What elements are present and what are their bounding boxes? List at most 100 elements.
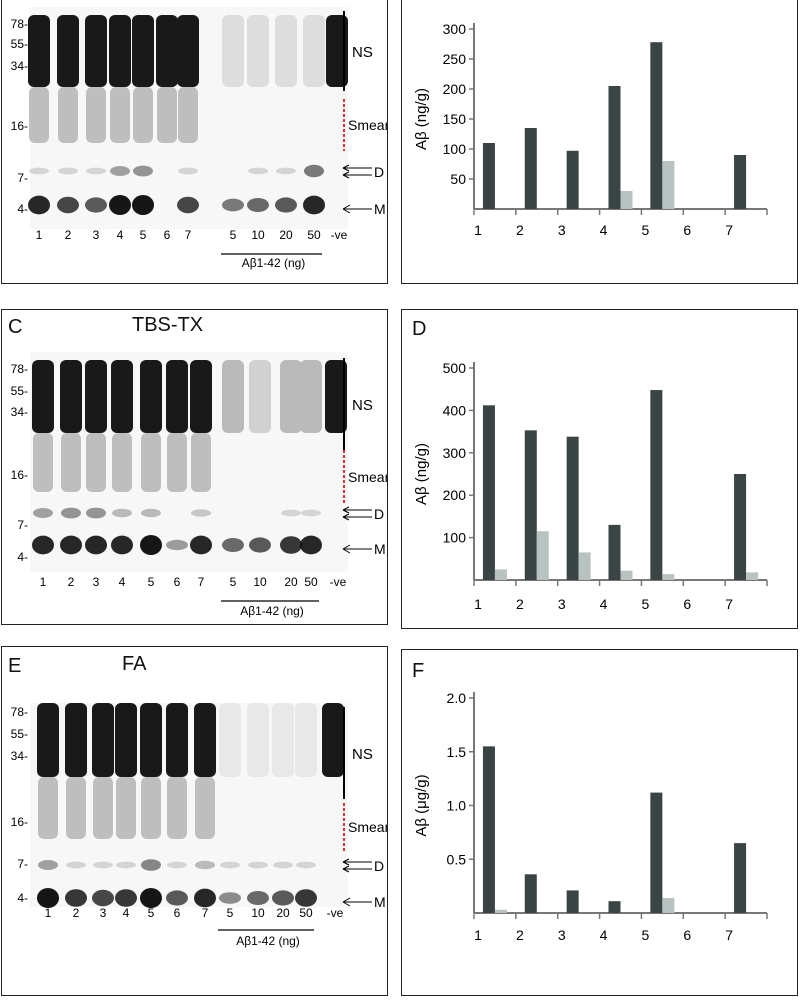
bar-series-2 (662, 574, 675, 580)
chart-panel-b: 50 100 150 200 250 300 1 2 3 4 5 6 7 Aβ (ng/g) (401, 0, 798, 284)
bar-series-1 (608, 86, 621, 209)
dimer-band (93, 861, 113, 869)
lane-label: 5 (148, 906, 155, 920)
monomer-annotation: M (374, 541, 386, 557)
ns-band (280, 360, 302, 433)
y-tick-label: 300 (443, 445, 467, 461)
bar-chart-b: 50 100 150 200 250 300 1 2 3 4 5 6 7 Aβ (ng/g) (413, 21, 768, 238)
bar-series-2 (536, 531, 549, 580)
bar-series-1 (734, 843, 747, 913)
dimer-band (58, 167, 78, 175)
lane-label: 2 (65, 228, 72, 242)
y-tick-label: 200 (443, 81, 467, 97)
y-tick-label: 100 (443, 530, 467, 546)
mw-marker-label: 78- (11, 17, 28, 31)
ns-band (300, 360, 322, 433)
monomer-band (190, 535, 212, 555)
mw-marker-label: 7- (17, 171, 28, 185)
smear-band (167, 433, 187, 492)
lane-label: 5 (140, 228, 147, 242)
ns-band (166, 703, 188, 777)
ns-band (325, 360, 347, 433)
standard-lane-label: 10 (251, 906, 265, 920)
lane-label: 4 (123, 906, 130, 920)
dimer-arrow-head (342, 506, 350, 521)
x-tick-label: 7 (725, 222, 733, 238)
smear-band (86, 433, 106, 492)
ns-band (85, 360, 107, 433)
monomer-band (85, 197, 107, 213)
panel-label-c: C (8, 316, 23, 338)
y-tick-label: 500 (443, 360, 467, 376)
monomer-band (219, 892, 241, 904)
standard-caption: Aβ1-42 (ng) (242, 256, 306, 270)
mw-marker-label: 16- (11, 468, 28, 482)
mw-marker-label: 55- (11, 37, 28, 51)
ns-band (140, 360, 162, 433)
dimer-band (133, 165, 153, 177)
dimer-band (191, 509, 211, 517)
negative-control-label: -ve (330, 575, 347, 589)
smear-band (33, 433, 53, 492)
ns-band (60, 360, 82, 433)
x-tick-label: 7 (725, 927, 733, 943)
dimer-band (248, 167, 268, 175)
dimer-band (141, 859, 161, 871)
smear-annotation: Smear (348, 117, 387, 133)
bar-series-2 (620, 570, 633, 580)
dimer-band (276, 167, 296, 175)
bar-series-1 (650, 390, 663, 580)
x-tick-label: 4 (600, 927, 608, 943)
standard-lane-label: 50 (307, 228, 321, 242)
lane-label: 1 (40, 575, 47, 589)
negative-control-label: -ve (331, 228, 348, 242)
monomer-band (249, 537, 271, 553)
dimer-annotation: D (374, 164, 384, 180)
smear-band (157, 87, 177, 143)
monomer-band (247, 198, 269, 212)
monomer-band (57, 196, 79, 214)
ns-band (272, 703, 294, 777)
dimer-band (110, 166, 130, 176)
ns-band (177, 15, 199, 87)
standard-lane-label: 10 (251, 228, 265, 242)
bar-series-1 (734, 155, 747, 209)
western-blot-e: 78- 55- 34- 16- 7- 4- 1 2 3 4 5 6 7 5 10 20 50 -ve Aβ1-42 … (11, 703, 390, 948)
bar-series-2 (620, 191, 633, 209)
ns-annotation: NS (352, 44, 373, 61)
x-tick-label: 2 (516, 927, 524, 943)
ns-band (109, 15, 131, 87)
bar-series-1 (650, 792, 663, 913)
x-tick-label: 6 (683, 927, 691, 943)
blot-panel-a: 78- 55- 34- 16- 7- 4- 1 2 3 4 5 6 7 5 10 20 50 -ve Aβ1-42 … (1, 0, 390, 284)
mw-marker-label: 34- (11, 405, 28, 419)
dimer-arrow-head (342, 858, 350, 873)
y-tick-label: 300 (443, 21, 467, 37)
dimer-band (304, 164, 324, 178)
bar-series-2 (578, 552, 591, 580)
x-tick-label: 1 (474, 596, 482, 612)
mw-marker-label: 34- (11, 59, 28, 73)
bar-series-1 (734, 474, 747, 580)
dimer-band (273, 861, 293, 869)
lane-label: 4 (119, 575, 126, 589)
dimer-band (296, 861, 316, 869)
monomer-band (247, 891, 269, 905)
mw-marker-label: 16- (11, 815, 28, 829)
western-blot-a: 78- 55- 34- 16- 7- 4- 1 2 3 4 5 6 7 5 10 20 50 -ve Aβ1-42 … (11, 7, 390, 270)
bar-chart-f: 0.5 1.0 1.5 2.0 1 2 3 4 5 6 7 Aβ (μg/g) (413, 690, 768, 943)
y-axis-label: Aβ (μg/g) (413, 774, 430, 836)
lane-label: 6 (164, 228, 171, 242)
chart-panel-d: D 100 200 300 400 500 1 2 3 4 5 6 7 Aβ (ng/g) (401, 309, 798, 629)
bar-series-1 (524, 430, 537, 580)
smear-annotation: Smear (348, 469, 387, 485)
monomer-band (222, 538, 244, 552)
monomer-band (140, 888, 162, 908)
x-tick-label: 1 (474, 927, 482, 943)
dimer-band (141, 508, 161, 518)
smear-annotation: Smear (348, 819, 387, 835)
x-tick-label: 5 (642, 222, 650, 238)
standard-lane-label: 10 (253, 575, 267, 589)
smear-band (167, 777, 187, 839)
bar-series-2 (494, 909, 507, 913)
